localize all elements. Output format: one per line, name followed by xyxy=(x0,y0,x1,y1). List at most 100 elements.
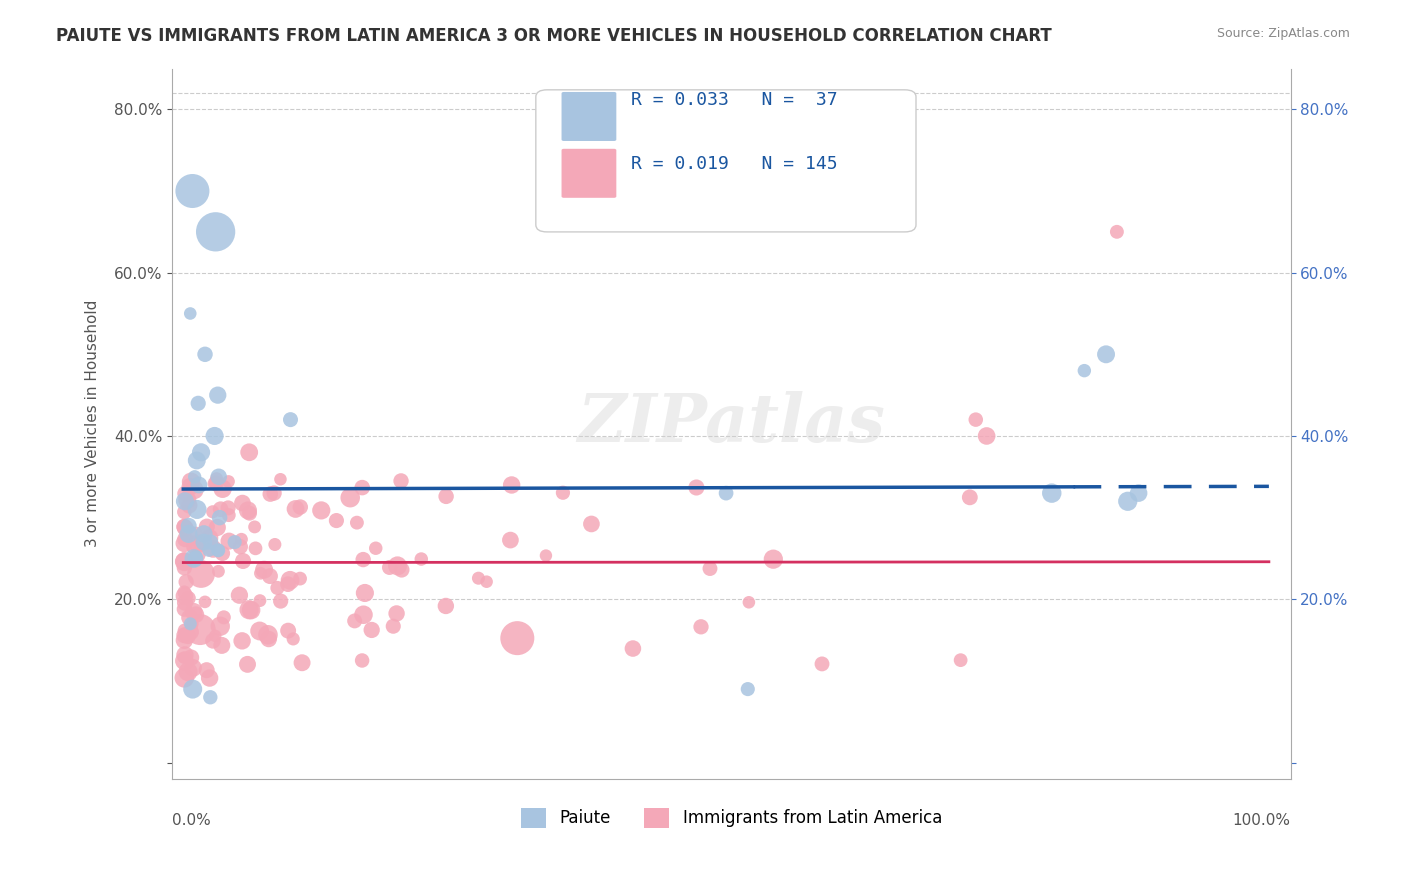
Point xyxy=(174,494,197,508)
FancyBboxPatch shape xyxy=(561,149,616,198)
Point xyxy=(218,534,240,549)
Point xyxy=(211,546,233,560)
Point xyxy=(581,516,603,531)
Point xyxy=(762,552,785,566)
Point xyxy=(187,536,209,550)
Point xyxy=(551,485,574,500)
Point xyxy=(179,498,201,512)
Text: ZIPatlas: ZIPatlas xyxy=(578,392,886,456)
Point xyxy=(183,470,205,484)
Point xyxy=(200,690,222,705)
Point xyxy=(228,588,250,602)
Point xyxy=(389,474,412,488)
Point xyxy=(259,569,281,583)
Point xyxy=(198,531,221,545)
Point xyxy=(174,486,197,500)
Point xyxy=(291,656,314,670)
Point xyxy=(207,543,229,558)
Point xyxy=(173,589,195,603)
Point xyxy=(499,533,522,547)
Point xyxy=(346,516,368,530)
Point xyxy=(411,552,433,566)
Point xyxy=(190,566,212,581)
Point xyxy=(195,519,218,533)
Point xyxy=(245,541,267,556)
Point xyxy=(188,623,211,637)
Point xyxy=(207,388,229,402)
Point xyxy=(976,429,998,443)
Point xyxy=(218,475,240,489)
Point xyxy=(277,624,299,638)
Point xyxy=(180,475,202,489)
Point xyxy=(965,412,987,426)
Point xyxy=(193,527,215,541)
Point xyxy=(249,593,271,607)
Point xyxy=(699,561,721,575)
Point xyxy=(181,541,204,555)
Point xyxy=(391,563,413,577)
Point xyxy=(181,184,204,198)
Point xyxy=(238,445,260,459)
Point xyxy=(183,551,205,566)
Point xyxy=(183,605,205,619)
Legend: Paiute, Immigrants from Latin America: Paiute, Immigrants from Latin America xyxy=(515,801,949,835)
Point xyxy=(360,623,382,637)
Point xyxy=(1128,486,1150,500)
Point xyxy=(202,541,225,556)
Point xyxy=(811,657,834,671)
Point xyxy=(249,624,271,638)
Point xyxy=(218,508,240,522)
Text: 0.0%: 0.0% xyxy=(173,814,211,828)
Point xyxy=(269,472,291,486)
Point xyxy=(364,541,387,556)
Point xyxy=(339,491,361,505)
Y-axis label: 3 or more Vehicles in Household: 3 or more Vehicles in Household xyxy=(86,300,100,548)
Point xyxy=(238,603,260,617)
Point xyxy=(506,631,529,645)
Point xyxy=(181,682,204,697)
Point xyxy=(231,496,253,510)
Point xyxy=(1040,486,1063,500)
Point xyxy=(263,486,285,500)
Point xyxy=(1095,347,1118,361)
Point xyxy=(280,412,302,426)
Point xyxy=(501,478,523,492)
Point xyxy=(283,632,305,646)
Point xyxy=(193,535,215,549)
Text: Source: ZipAtlas.com: Source: ZipAtlas.com xyxy=(1216,27,1350,40)
Point xyxy=(183,483,205,497)
Point xyxy=(270,594,292,608)
Point xyxy=(231,533,253,547)
FancyBboxPatch shape xyxy=(536,90,915,232)
Point xyxy=(387,558,409,573)
Point xyxy=(475,574,498,589)
Point xyxy=(173,628,195,642)
Point xyxy=(173,654,195,668)
Point xyxy=(385,607,408,621)
FancyBboxPatch shape xyxy=(561,92,616,141)
Point xyxy=(179,616,201,631)
Point xyxy=(204,476,226,491)
Point xyxy=(201,505,224,519)
Point xyxy=(249,566,271,581)
Point xyxy=(263,537,285,551)
Point xyxy=(173,554,195,568)
Point xyxy=(173,520,195,534)
Point xyxy=(352,653,374,667)
Point xyxy=(238,506,260,520)
Point xyxy=(231,633,253,648)
Point xyxy=(378,560,401,574)
Point xyxy=(204,429,226,443)
Point xyxy=(236,657,259,672)
Point xyxy=(194,595,217,609)
Point xyxy=(180,650,202,665)
Point xyxy=(177,518,200,533)
Point xyxy=(1073,364,1095,378)
Point xyxy=(173,650,195,665)
Point xyxy=(949,653,972,667)
Point xyxy=(174,574,197,589)
Point xyxy=(204,225,226,239)
Point xyxy=(174,624,197,638)
Point xyxy=(959,491,981,505)
Point xyxy=(434,489,457,503)
